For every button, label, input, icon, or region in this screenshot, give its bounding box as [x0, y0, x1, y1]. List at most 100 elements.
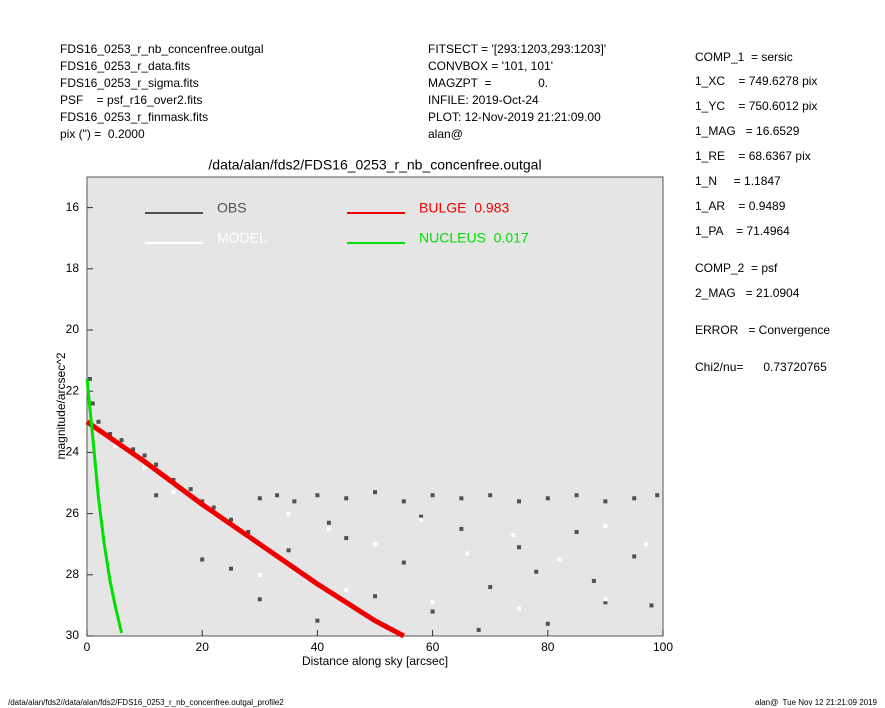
fit-parameter: 1_N = 1.1847: [695, 174, 781, 188]
header-line: FITSECT = '[293:1203,293:1203]': [428, 42, 606, 56]
data-point: [419, 514, 424, 519]
data-point: [649, 603, 654, 608]
data-point: [419, 517, 424, 522]
data-point: [459, 526, 464, 531]
y-tick-label: 30: [66, 628, 80, 642]
data-point: [643, 542, 648, 547]
profile-line: [85, 419, 405, 639]
data-point: [603, 597, 608, 602]
data-point: [344, 588, 349, 593]
y-tick-label: 28: [66, 567, 80, 581]
y-tick-label: 24: [66, 445, 80, 459]
legend-label: NUCLEUS 0.017: [419, 230, 529, 246]
header-line: pix (") = 0.2000: [60, 127, 145, 141]
fit-parameter: 1_AR = 0.9489: [695, 199, 786, 213]
data-point: [188, 487, 193, 492]
data-point: [229, 517, 233, 522]
header-line: FDS16_0253_r_nb_concenfree.outgal: [60, 42, 263, 56]
data-point: [131, 447, 136, 452]
data-point: [87, 376, 92, 381]
data-point: [373, 490, 377, 495]
x-tick-label: 40: [311, 640, 325, 654]
y-tick-label: 22: [66, 383, 80, 397]
data-point: [401, 560, 406, 565]
data-point: [459, 496, 464, 501]
data-point: [511, 533, 516, 538]
data-point: [108, 432, 113, 437]
header-line: FDS16_0253_r_sigma.fits: [60, 76, 199, 90]
legend-label: MODEL: [217, 230, 267, 246]
data-point: [257, 496, 262, 501]
data-point: [465, 551, 470, 556]
y-tick-label: 26: [66, 506, 80, 520]
chart-title: /data/alan/fds2/FDS16_0253_r_nb_concenfr…: [208, 157, 541, 173]
data-point: [211, 505, 216, 510]
data-point: [488, 493, 493, 498]
legend-label: BULGE 0.983: [419, 200, 509, 216]
y-axis-label: magnitude/arcsec^2: [54, 352, 68, 459]
data-point: [171, 490, 176, 495]
data-point: [286, 511, 291, 516]
profile-line: [85, 378, 124, 634]
header-line: PSF = psf_r16_over2.fits: [60, 93, 202, 107]
data-point: [90, 401, 95, 406]
fit-parameter: 2_MAG = 21.0904: [695, 286, 800, 300]
footer-left: /data/alan/fds2//data/alan/fds2/FDS16_02…: [8, 698, 284, 707]
data-point: [603, 499, 608, 504]
x-tick-label: 0: [84, 640, 91, 654]
y-tick-label: 16: [66, 200, 80, 214]
data-point: [534, 569, 539, 574]
data-point: [154, 462, 159, 467]
x-tick-label: 100: [653, 640, 673, 654]
data-point: [545, 496, 550, 501]
data-point: [632, 496, 637, 501]
fit-parameter: 1_MAG = 16.6529: [695, 124, 800, 138]
data-point: [229, 566, 233, 571]
data-point: [517, 545, 521, 550]
data-point: [275, 493, 280, 498]
fit-parameter: ERROR = Convergence: [695, 323, 830, 337]
data-point: [246, 529, 251, 534]
data-point: [557, 557, 562, 562]
header-line: INFILE: 2019-Oct-24: [428, 93, 539, 107]
header-line: MAGZPT = 0.: [428, 76, 548, 90]
data-point: [430, 600, 435, 605]
x-axis-label: Distance along sky [arcsec]: [302, 654, 448, 668]
data-point: [142, 465, 147, 470]
header-line: alan@: [428, 127, 463, 141]
data-point: [326, 520, 331, 525]
plot-area: [86, 176, 664, 637]
data-point: [292, 499, 297, 504]
header-line: PLOT: 12-Nov-2019 21:21:09.00: [428, 110, 601, 124]
fit-parameter: 1_YC = 750.6012 pix: [695, 99, 817, 113]
data-point: [96, 419, 101, 424]
footer-right: alan@ Tue Nov 12 21:21:09 2019: [755, 698, 878, 707]
data-point: [154, 493, 159, 498]
fit-parameter: COMP_1 = sersic: [695, 50, 793, 64]
data-point: [655, 493, 660, 498]
header-line: FDS16_0253_r_finmask.fits: [60, 110, 208, 124]
data-point: [632, 554, 637, 559]
x-tick-label: 80: [541, 640, 555, 654]
data-point: [488, 585, 493, 590]
data-point: [591, 578, 596, 583]
data-point: [142, 453, 147, 458]
fit-parameter: Chi2/nu= 0.73720765: [695, 360, 827, 374]
data-point: [315, 618, 320, 623]
data-point: [257, 572, 262, 577]
fit-parameter: 1_XC = 749.6278 pix: [695, 74, 817, 88]
data-point: [119, 438, 124, 443]
x-tick-label: 60: [426, 640, 440, 654]
data-point: [200, 557, 205, 562]
data-point: [373, 594, 377, 599]
data-point: [257, 597, 262, 602]
header-line: CONVBOX = '101, 101': [428, 59, 553, 73]
data-point: [430, 609, 435, 614]
data-point: [373, 542, 377, 547]
fit-parameter: COMP_2 = psf: [695, 261, 778, 275]
data-point: [430, 493, 435, 498]
data-point: [286, 548, 291, 553]
data-point: [401, 499, 406, 504]
data-point: [476, 627, 481, 632]
